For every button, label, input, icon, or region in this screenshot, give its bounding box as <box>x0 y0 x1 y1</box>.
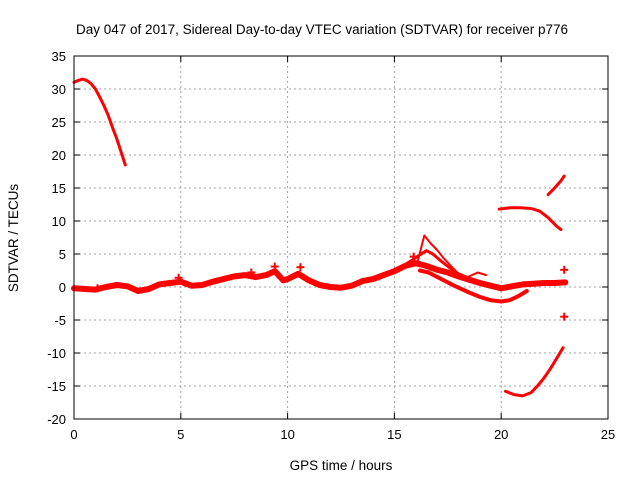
series-spike-18h <box>459 271 488 281</box>
plus-marker <box>560 265 569 274</box>
y-tick-label: 35 <box>52 49 66 64</box>
series-spike-16h <box>416 234 460 275</box>
series-evening-lower-branch <box>418 268 529 304</box>
series-mid-segment-12 <box>497 206 563 232</box>
y-tick-label: -20 <box>47 412 66 427</box>
plot-frame <box>73 55 609 420</box>
y-axis-label: SDTVAR / TECUs <box>6 184 21 293</box>
x-tick-label: 0 <box>70 427 77 442</box>
x-tick-label: 25 <box>601 427 615 442</box>
x-tick-label: 5 <box>177 427 184 442</box>
x-tick-label: 10 <box>280 427 294 442</box>
y-tick-label: -5 <box>54 313 66 328</box>
plus-marker <box>174 273 183 282</box>
grid <box>74 56 608 419</box>
series-rising-segment-16 <box>546 174 566 197</box>
x-axis-label: GPS time / hours <box>290 458 393 473</box>
plus-marker <box>270 262 279 271</box>
chart-title: Day 047 of 2017, Sidereal Day-to-day VTE… <box>76 22 568 37</box>
plus-marker <box>409 252 418 261</box>
plus-marker <box>93 284 102 293</box>
y-tick-label: 5 <box>59 247 66 262</box>
x-tick-label: 20 <box>494 427 508 442</box>
y-tick-label: 30 <box>52 82 66 97</box>
series-high-arc-start <box>72 77 127 167</box>
y-tick-label: 10 <box>52 214 66 229</box>
plus-marker <box>247 268 256 277</box>
y-tick-label: 25 <box>52 115 66 130</box>
y-tick-label: 0 <box>59 280 66 295</box>
x-tick-label: 15 <box>387 427 401 442</box>
y-tick-label: -15 <box>47 379 66 394</box>
y-tick-label: 15 <box>52 181 66 196</box>
series-lower-arc <box>504 346 565 398</box>
series-layer <box>71 77 569 398</box>
y-tick-label: 20 <box>52 148 66 163</box>
plus-marker <box>560 312 569 321</box>
axis-ticks: 0 5 10 15 20 25 -20 -15 -10 -5 0 5 10 15 20 25 30 35 <box>47 49 615 442</box>
plus-marker <box>296 263 305 272</box>
y-tick-label: -10 <box>47 346 66 361</box>
